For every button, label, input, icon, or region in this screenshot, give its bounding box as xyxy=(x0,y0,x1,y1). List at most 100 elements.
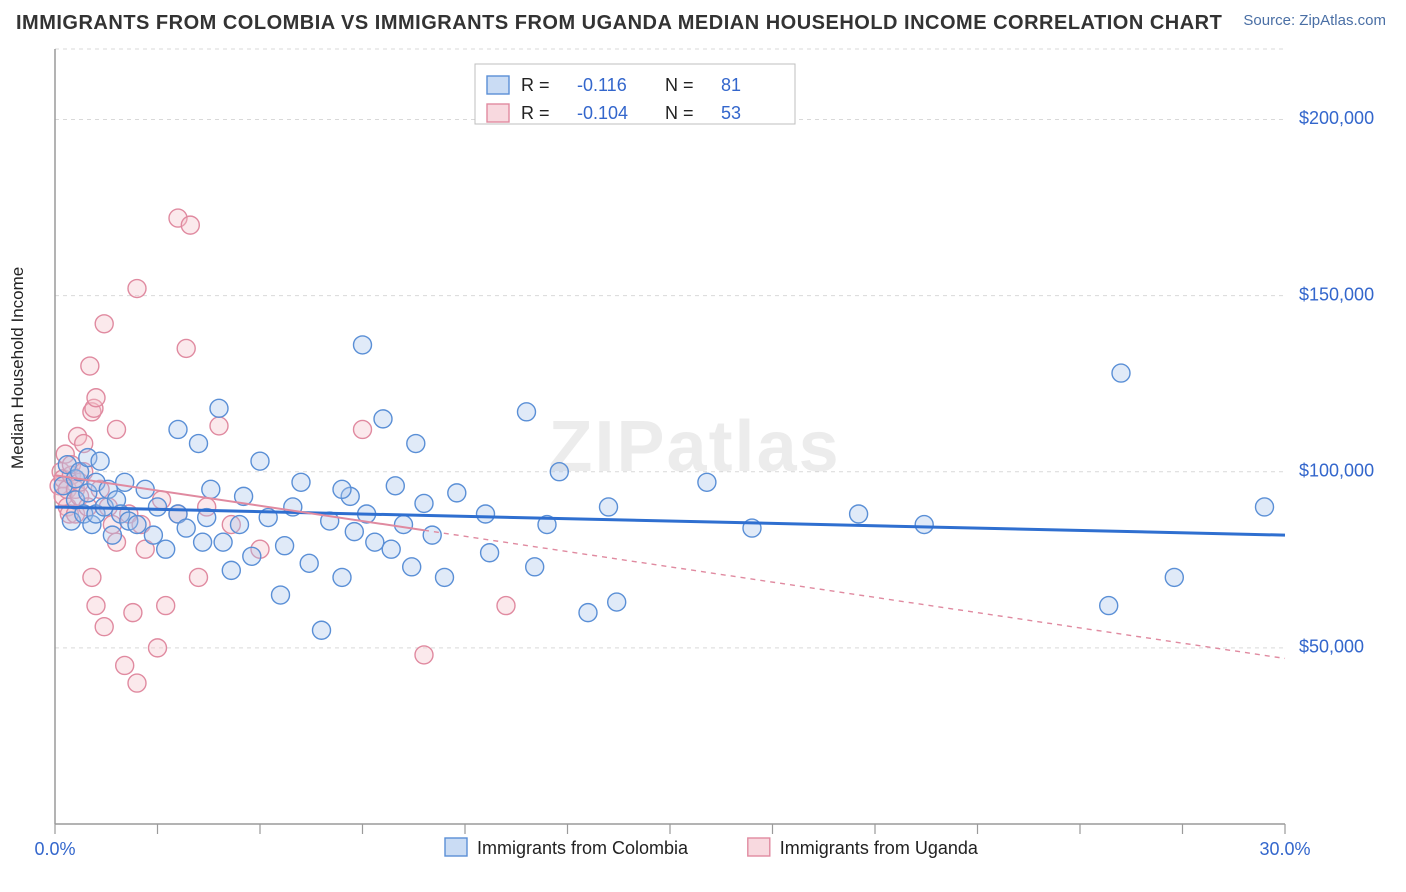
y-tick-label: $100,000 xyxy=(1299,460,1374,480)
source-attribution: Source: ZipAtlas.com xyxy=(1243,12,1386,29)
x-tick-label: 0.0% xyxy=(34,839,75,859)
scatter-point-colombia xyxy=(518,403,536,421)
scatter-point-colombia xyxy=(231,516,249,534)
scatter-point-colombia xyxy=(128,516,146,534)
scatter-point-colombia xyxy=(345,523,363,541)
scatter-point-colombia xyxy=(214,533,232,551)
scatter-point-uganda xyxy=(190,568,208,586)
scatter-point-colombia xyxy=(169,420,187,438)
scatter-point-colombia xyxy=(1100,597,1118,615)
scatter-point-uganda xyxy=(354,420,372,438)
scatter-point-colombia xyxy=(210,399,228,417)
y-tick-label: $200,000 xyxy=(1299,108,1374,128)
scatter-point-uganda xyxy=(116,656,134,674)
scatter-point-uganda xyxy=(181,216,199,234)
legend-swatch-colombia xyxy=(487,76,509,94)
scatter-point-uganda xyxy=(415,646,433,664)
scatter-point-colombia xyxy=(1256,498,1274,516)
x-tick-label: 30.0% xyxy=(1259,839,1310,859)
source-prefix: Source: xyxy=(1243,12,1299,29)
scatter-point-colombia xyxy=(202,480,220,498)
scatter-point-colombia xyxy=(177,519,195,537)
scatter-point-uganda xyxy=(108,420,126,438)
scatter-point-uganda xyxy=(124,604,142,622)
scatter-point-uganda xyxy=(87,389,105,407)
scatter-point-colombia xyxy=(386,477,404,495)
scatter-point-uganda xyxy=(95,618,113,636)
page-title: IMMIGRANTS FROM COLOMBIA VS IMMIGRANTS F… xyxy=(16,12,1222,35)
scatter-point-colombia xyxy=(436,568,454,586)
scatter-point-colombia xyxy=(366,533,384,551)
scatter-point-colombia xyxy=(292,473,310,491)
scatter-point-colombia xyxy=(448,484,466,502)
scatter-point-colombia xyxy=(403,558,421,576)
scatter-point-colombia xyxy=(1112,364,1130,382)
y-tick-label: $50,000 xyxy=(1299,637,1364,657)
scatter-point-colombia xyxy=(354,336,372,354)
scatter-point-colombia xyxy=(149,498,167,516)
scatter-point-colombia xyxy=(116,473,134,491)
legend-swatch-uganda xyxy=(487,104,509,122)
scatter-point-colombia xyxy=(276,537,294,555)
scatter-point-uganda xyxy=(87,597,105,615)
scatter-point-uganda xyxy=(83,568,101,586)
scatter-point-colombia xyxy=(194,533,212,551)
scatter-point-colombia xyxy=(272,586,290,604)
scatter-point-colombia xyxy=(251,452,269,470)
scatter-point-uganda xyxy=(128,280,146,298)
legend-n-label: N = xyxy=(665,75,694,95)
scatter-point-uganda xyxy=(128,674,146,692)
legend-n-value-uganda: 53 xyxy=(721,103,741,123)
bottom-legend-swatch-colombia xyxy=(445,838,467,856)
scatter-point-uganda xyxy=(157,597,175,615)
scatter-point-uganda xyxy=(210,417,228,435)
scatter-point-colombia xyxy=(915,516,933,534)
scatter-point-colombia xyxy=(103,526,121,544)
legend-r-value-uganda: -0.104 xyxy=(577,103,628,123)
scatter-point-colombia xyxy=(243,547,261,565)
scatter-point-colombia xyxy=(579,604,597,622)
scatter-point-colombia xyxy=(415,494,433,512)
scatter-point-colombia xyxy=(407,435,425,453)
scatter-point-colombia xyxy=(333,568,351,586)
legend-r-label: R = xyxy=(521,103,550,123)
scatter-point-uganda xyxy=(149,639,167,657)
scatter-point-colombia xyxy=(144,526,162,544)
scatter-point-colombia xyxy=(300,554,318,572)
legend-n-label: N = xyxy=(665,103,694,123)
legend-r-label: R = xyxy=(521,75,550,95)
scatter-point-uganda xyxy=(95,315,113,333)
scatter-point-uganda xyxy=(81,357,99,375)
correlation-chart: $50,000 $100,000 $150,000 $200,000 0.0% 30.0%… xyxy=(0,39,1406,884)
legend-n-value-colombia: 81 xyxy=(721,75,741,95)
scatter-point-colombia xyxy=(190,435,208,453)
scatter-point-colombia xyxy=(850,505,868,523)
scatter-point-colombia xyxy=(157,540,175,558)
scatter-point-colombia xyxy=(1165,568,1183,586)
scatter-point-colombia xyxy=(395,516,413,534)
scatter-point-colombia xyxy=(91,452,109,470)
scatter-point-colombia xyxy=(423,526,441,544)
scatter-point-colombia xyxy=(313,621,331,639)
y-tick-label: $150,000 xyxy=(1299,284,1374,304)
scatter-point-colombia xyxy=(526,558,544,576)
scatter-point-uganda xyxy=(497,597,515,615)
bottom-legend-swatch-uganda xyxy=(748,838,770,856)
scatter-point-colombia xyxy=(222,561,240,579)
scatter-point-colombia xyxy=(477,505,495,523)
scatter-point-colombia xyxy=(382,540,400,558)
scatter-point-colombia xyxy=(608,593,626,611)
legend-r-value-colombia: -0.116 xyxy=(577,75,627,95)
bottom-legend-label-uganda: Immigrants from Uganda xyxy=(780,838,979,858)
scatter-point-colombia xyxy=(698,473,716,491)
source-link[interactable]: ZipAtlas.com xyxy=(1299,12,1386,29)
scatter-point-colombia xyxy=(333,480,351,498)
scatter-point-colombia xyxy=(550,463,568,481)
scatter-point-uganda xyxy=(177,339,195,357)
bottom-legend-label-colombia: Immigrants from Colombia xyxy=(477,838,689,858)
scatter-point-colombia xyxy=(600,498,618,516)
y-axis-label: Median Household Income xyxy=(8,267,28,469)
scatter-point-colombia xyxy=(374,410,392,428)
watermark: ZIPatlas xyxy=(549,407,841,487)
scatter-point-colombia xyxy=(481,544,499,562)
